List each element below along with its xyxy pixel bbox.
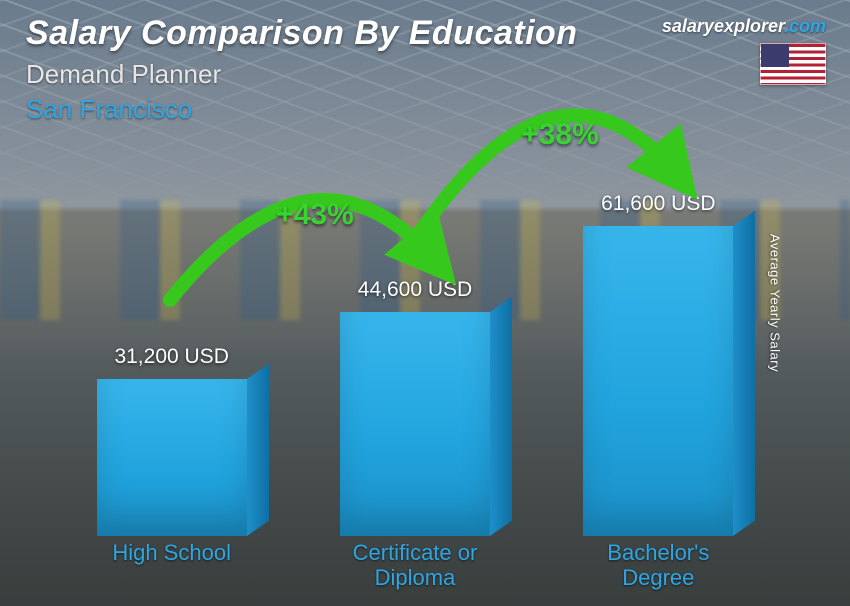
x-category-1: Certificate orDiploma	[315, 540, 515, 596]
x-categories: High School Certificate orDiploma Bachelor…	[50, 540, 780, 596]
bar-side-face	[733, 211, 755, 536]
increase-pct-1: +38%	[521, 118, 599, 152]
flag-us-icon	[760, 43, 826, 85]
increase-pct-0: +43%	[276, 198, 354, 232]
page-location: San Francisco	[26, 94, 824, 125]
bars-container: 31,200 USD 44,600 USD 61,600 USD	[50, 190, 780, 536]
bar-shape-1	[340, 312, 490, 536]
bar-1: 44,600 USD	[325, 278, 505, 536]
bar-chart: 31,200 USD 44,600 USD 61,600 USD	[50, 190, 780, 536]
brand-block: salaryexplorer.com	[662, 16, 826, 85]
bar-side-face	[247, 364, 269, 536]
bar-front-face	[583, 226, 733, 536]
bar-value-2: 61,600 USD	[601, 192, 715, 216]
bar-front-face	[97, 379, 247, 536]
bar-value-0: 31,200 USD	[114, 345, 228, 369]
bar-2: 61,600 USD	[568, 192, 748, 536]
brand-text: salaryexplorer.com	[662, 16, 826, 37]
bar-value-1: 44,600 USD	[358, 278, 472, 302]
bar-side-face	[490, 297, 512, 536]
bar-shape-2	[583, 226, 733, 536]
infographic-stage: Salary Comparison By Education Demand Pl…	[0, 0, 850, 606]
x-category-2: Bachelor'sDegree	[558, 540, 758, 596]
brand-name: salaryexplorer	[662, 16, 784, 36]
brand-domain: .com	[784, 16, 826, 36]
bar-shape-0	[97, 379, 247, 536]
bar-0: 31,200 USD	[82, 345, 262, 536]
bar-front-face	[340, 312, 490, 536]
x-category-0: High School	[72, 540, 272, 596]
